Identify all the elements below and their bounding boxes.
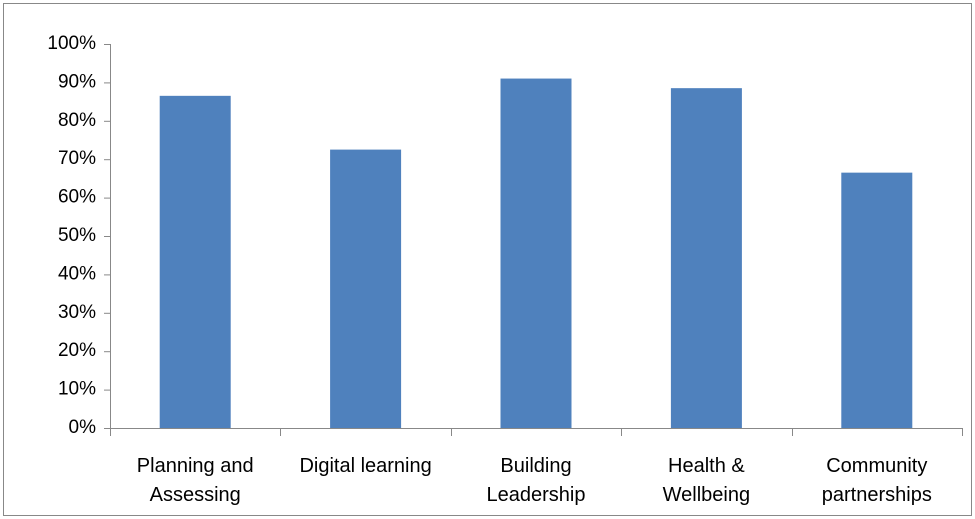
y-tick-label: 0% (69, 417, 97, 438)
x-tick-label: Planning and Assessing (136, 455, 254, 506)
x-tick-label: Community partnerships (821, 455, 932, 506)
y-tick-label: 80% (58, 110, 96, 131)
y-tick-label: 20% (58, 340, 96, 361)
y-tick-label: 90% (58, 71, 96, 92)
y-tick-label: 10% (58, 379, 96, 400)
bar (500, 78, 572, 428)
bar (159, 95, 231, 428)
y-tick-label: 60% (58, 187, 96, 208)
x-tick-label: Health & Wellbeing (662, 455, 751, 506)
y-tick-label: 30% (58, 302, 96, 323)
y-tick-label: 40% (58, 263, 96, 284)
x-tick-label: Building Leadership (486, 455, 586, 506)
y-tick-label: 100% (47, 33, 96, 54)
y-tick-label: 70% (58, 148, 96, 169)
chart-border (3, 3, 972, 516)
bar (841, 172, 913, 428)
y-tick-label: 50% (58, 225, 96, 246)
x-tick-label: Digital learning (299, 455, 432, 477)
bar (670, 88, 742, 428)
bar (330, 149, 402, 428)
